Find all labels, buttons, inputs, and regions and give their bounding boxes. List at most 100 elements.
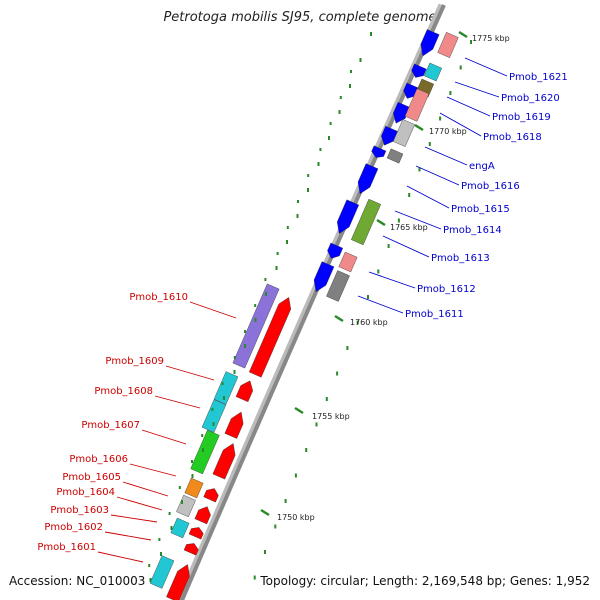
reverse-feature-glyph[interactable]: [386, 148, 404, 164]
minor-tick: [233, 356, 236, 359]
minor-tick: [275, 266, 278, 270]
reverse-feature-glyph[interactable]: [392, 119, 416, 147]
forward-gene-label[interactable]: Pmob_1601: [37, 542, 96, 553]
forward-gene-label[interactable]: Pmob_1608: [94, 386, 153, 397]
forward-feature-glyph[interactable]: [149, 555, 175, 589]
reverse-gene-glyph[interactable]: [357, 163, 379, 195]
forward-gene-leader: [104, 531, 152, 541]
forward-gene-glyph[interactable]: [248, 297, 291, 378]
minor-tick: [367, 295, 369, 299]
minor-tick: [338, 110, 341, 114]
reverse-gene-glyph[interactable]: [337, 199, 360, 234]
forward-gene-label[interactable]: Pmob_1605: [62, 472, 121, 483]
minor-tick: [439, 116, 442, 121]
reverse-gene-label[interactable]: Pmob_1613: [431, 253, 490, 264]
reverse-gene-label[interactable]: Pmob_1611: [405, 309, 464, 320]
minor-tick: [449, 91, 452, 95]
minor-tick: [305, 448, 308, 452]
forward-gene-glyph[interactable]: [235, 380, 253, 403]
minor-tick: [168, 512, 171, 515]
reverse-gene-leader: [424, 146, 468, 166]
minor-tick: [329, 122, 332, 125]
reverse-gene-label[interactable]: engA: [469, 161, 495, 172]
minor-tick: [149, 578, 152, 582]
minor-tick: [397, 218, 400, 223]
minor-tick: [328, 136, 330, 140]
reverse-gene-label[interactable]: Pmob_1616: [461, 181, 520, 192]
reverse-gene-glyph[interactable]: [411, 63, 427, 78]
forward-gene-leader: [165, 365, 215, 381]
reverse-gene-glyph[interactable]: [327, 242, 344, 259]
minor-tick: [264, 550, 266, 554]
forward-gene-label[interactable]: Pmob_1606: [69, 454, 128, 465]
forward-gene-leader: [110, 514, 158, 523]
forward-gene-label[interactable]: Pmob_1603: [50, 505, 109, 516]
forward-gene-label[interactable]: Pmob_1609: [105, 356, 164, 367]
reverse-gene-label[interactable]: Pmob_1612: [417, 284, 476, 295]
reverse-gene-glyph[interactable]: [420, 29, 440, 57]
reverse-gene-leader: [368, 271, 416, 289]
minor-tick: [296, 214, 299, 218]
forward-feature-glyph[interactable]: [170, 517, 190, 539]
minor-tick: [418, 167, 421, 172]
scale-label: 1775 kbp: [472, 34, 510, 43]
major-tick: [334, 314, 344, 323]
forward-feature-glyph[interactable]: [176, 494, 196, 518]
minor-tick: [148, 564, 151, 567]
minor-tick: [265, 292, 267, 296]
minor-tick: [356, 320, 359, 325]
reverse-gene-label[interactable]: Pmob_1619: [492, 112, 551, 123]
reverse-feature-glyph[interactable]: [326, 270, 350, 302]
reverse-gene-label[interactable]: Pmob_1615: [451, 204, 510, 215]
reverse-gene-leader: [382, 235, 430, 258]
minor-tick: [370, 32, 372, 36]
major-tick: [294, 406, 304, 415]
reverse-gene-glyph[interactable]: [371, 145, 387, 158]
minor-tick: [254, 304, 257, 307]
reverse-gene-label[interactable]: Pmob_1620: [501, 93, 560, 104]
forward-gene-leader: [189, 301, 237, 319]
forward-gene-glyph[interactable]: [188, 527, 204, 540]
reverse-gene-leader: [406, 185, 450, 209]
map-title: Petrotoga mobilis SJ95, complete genome: [163, 10, 437, 25]
reverse-gene-leader: [357, 295, 404, 314]
reverse-gene-leader: [394, 210, 442, 230]
scale-label: 1765 kbp: [390, 223, 428, 232]
minor-tick: [233, 370, 236, 374]
forward-gene-label[interactable]: Pmob_1607: [81, 420, 140, 431]
reverse-gene-label[interactable]: Pmob_1621: [509, 72, 568, 83]
reverse-feature-glyph[interactable]: [350, 198, 382, 246]
forward-gene-label[interactable]: Pmob_1604: [56, 487, 115, 498]
forward-feature-glyph[interactable]: [184, 477, 204, 499]
reverse-feature-glyph[interactable]: [423, 62, 443, 82]
reverse-gene-leader: [454, 81, 500, 98]
minor-tick: [315, 422, 318, 427]
reverse-feature-glyph[interactable]: [437, 32, 459, 58]
forward-gene-glyph[interactable]: [183, 543, 199, 556]
forward-gene-glyph[interactable]: [212, 443, 236, 480]
reverse-gene-label[interactable]: Pmob_1618: [483, 132, 542, 143]
forward-gene-glyph[interactable]: [224, 411, 244, 439]
forward-feature-glyph[interactable]: [190, 429, 220, 475]
minor-tick: [284, 499, 287, 503]
reverse-gene-leader: [464, 57, 508, 77]
minor-tick: [387, 244, 390, 248]
forward-gene-leader: [116, 496, 163, 511]
reverse-feature-glyph[interactable]: [404, 88, 430, 122]
reverse-gene-label[interactable]: Pmob_1614: [443, 225, 502, 236]
forward-gene-glyph[interactable]: [194, 506, 211, 525]
forward-gene-glyph[interactable]: [166, 564, 190, 600]
forward-feature-glyph[interactable]: [201, 399, 227, 433]
minor-tick: [470, 40, 472, 44]
reverse-gene-leader: [439, 112, 482, 137]
forward-gene-glyph[interactable]: [203, 488, 219, 503]
minor-tick: [286, 240, 288, 244]
forward-gene-label[interactable]: Pmob_1602: [44, 522, 103, 533]
reverse-feature-glyph[interactable]: [338, 251, 358, 273]
forward-gene-label[interactable]: Pmob_1610: [129, 292, 188, 303]
minor-tick: [223, 396, 225, 400]
reverse-gene-glyph[interactable]: [313, 261, 335, 293]
minor-tick: [178, 486, 181, 489]
forward-feature-glyph[interactable]: [213, 371, 239, 405]
